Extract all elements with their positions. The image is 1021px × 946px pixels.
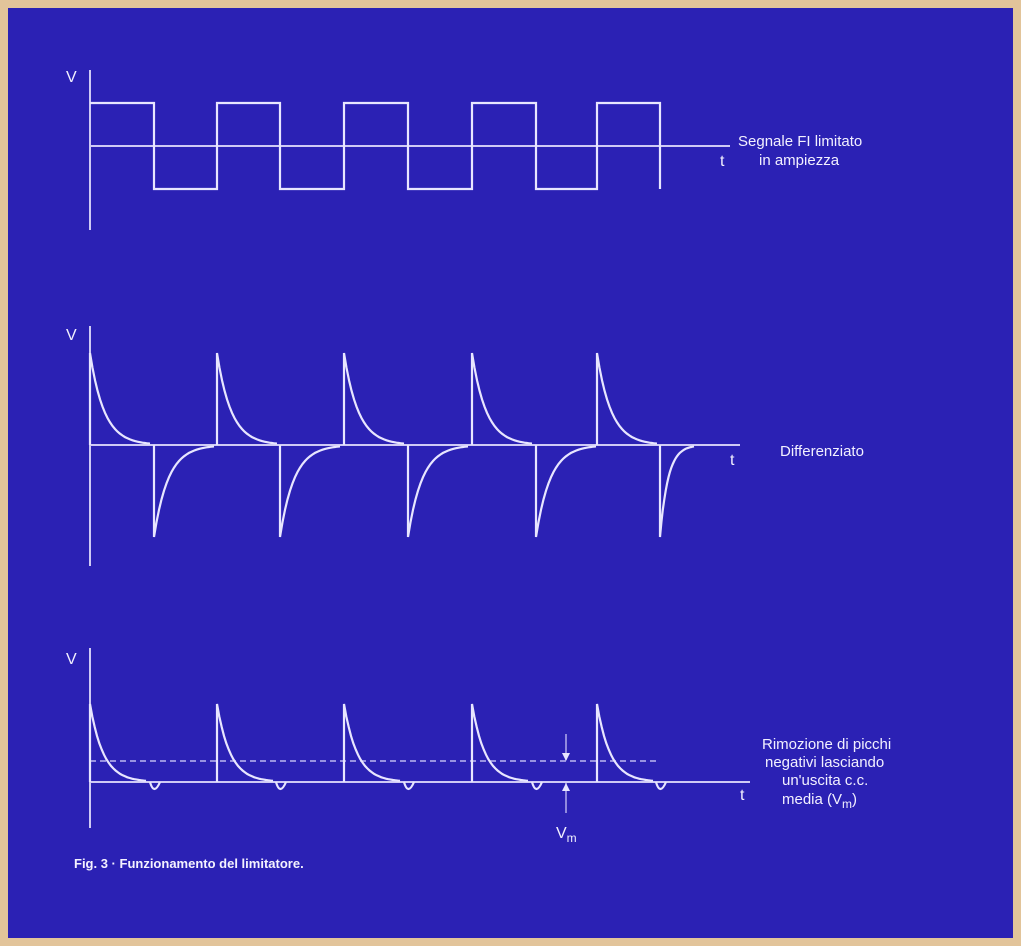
- negative-spike: [658, 445, 695, 538]
- residual-negative-dip: [274, 781, 288, 791]
- residual-negative-dip: [148, 781, 162, 791]
- residual-negative-dip: [654, 781, 668, 791]
- negative-spike: [406, 445, 469, 538]
- positive-spike: [470, 703, 529, 782]
- clipped-desc-line-4: media (Vm): [782, 791, 857, 811]
- positive-spike: [595, 703, 654, 782]
- vm-arrow-top-head: [562, 753, 570, 761]
- clipped-trace: [88, 703, 668, 791]
- clipped-desc-line-2: negativi lasciando: [765, 754, 884, 771]
- figure-caption: Fig. 3 · Funzionamento del limitatore.: [74, 856, 304, 871]
- diff-t-label: t: [730, 452, 735, 469]
- square-wave-trace: [90, 101, 662, 191]
- vm-dimension-marker: Vm: [556, 734, 577, 845]
- square-desc-line-2: in ampiezza: [759, 152, 840, 169]
- square-wave-panel: V t Segnale FI limitato in ampiezza: [66, 69, 862, 230]
- square-t-label: t: [720, 153, 725, 170]
- positive-spike: [215, 352, 278, 445]
- figure-panel: V t Segnale FI limitato in ampiezza V t …: [8, 8, 1013, 938]
- positive-spike: [470, 352, 533, 445]
- clipped-v-label: V: [66, 651, 77, 668]
- negative-spike: [278, 445, 341, 538]
- differentiated-trace: [88, 352, 695, 538]
- positive-spike: [88, 352, 151, 445]
- clipped-desc-line-1: Rimozione di picchi: [762, 736, 891, 753]
- positive-spike: [595, 352, 658, 445]
- square-desc-line-1: Segnale FI limitato: [738, 133, 862, 150]
- positive-spike: [88, 703, 147, 782]
- negative-spike: [534, 445, 597, 538]
- residual-negative-dip: [530, 781, 544, 791]
- residual-negative-dip: [402, 781, 416, 791]
- square-v-label: V: [66, 69, 77, 86]
- diff-v-label: V: [66, 327, 77, 344]
- clipped-t-label: t: [740, 787, 745, 804]
- clipped-desc-line-3: un'uscita c.c.: [782, 772, 868, 789]
- vm-label: Vm: [556, 825, 577, 845]
- positive-spike: [342, 352, 405, 445]
- differentiated-panel: V t Differenziato: [66, 326, 864, 566]
- figure-diagram: V t Segnale FI limitato in ampiezza V t …: [66, 69, 891, 845]
- diff-desc: Differenziato: [780, 443, 864, 460]
- negative-spike: [152, 445, 215, 538]
- clipped-panel: V t Vm Rimozione di picchi negativi lasc…: [66, 648, 891, 845]
- positive-spike: [342, 703, 401, 782]
- positive-spike: [215, 703, 274, 782]
- vm-arrow-bottom-head: [562, 783, 570, 791]
